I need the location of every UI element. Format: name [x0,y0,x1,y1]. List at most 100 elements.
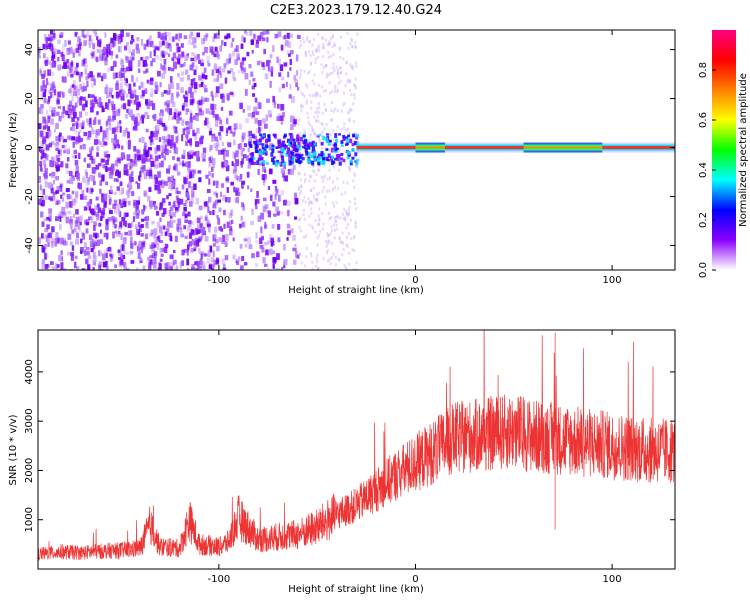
spectrogram-cell [263,48,267,55]
spectrogram-cell [115,80,119,85]
spectrogram-cell [190,57,195,62]
spectrogram-cell [62,109,66,114]
spectrogram-cell [278,58,282,66]
spectrogram-cell [263,48,267,55]
spectrogram-cell [173,112,177,120]
spectrogram-cell [216,74,219,82]
spectrogram-cell [242,204,245,211]
spectrogram-cell [69,100,73,107]
spectrogram-cell [149,244,154,250]
spectrogram-cell [283,144,287,147]
spectrogram-cell [206,188,211,194]
spectrogram-cell [86,201,89,207]
spectrogram-cell [75,266,80,270]
spectrogram-cell [101,193,104,200]
spectrogram-cell [233,187,237,192]
spectrogram-cell [342,91,345,95]
spectrogram-cell [322,222,325,226]
spectrogram-cell [314,219,317,223]
spectrogram-cell [299,136,303,142]
spectrogram-cell [80,71,83,76]
spectrogram-cell [212,204,217,209]
spectrogram-cell [188,122,191,128]
spectrogram-cell [50,35,54,41]
spectrogram-cell [237,144,241,150]
spectrogram-cell [105,265,109,270]
spectrogram-cell [221,40,224,46]
spectrogram-cell [254,97,258,103]
spectrogram-cell [69,46,73,54]
spectrogram-cell [201,227,206,234]
spectrogram-cell [290,160,294,164]
spectrogram-cell [316,260,319,264]
spectrogram-cell [83,40,87,47]
spectrogram-cell [91,127,94,135]
spectrogram-cell [237,256,241,262]
spectrogram-cell [309,200,312,204]
spectrogram-cell [139,94,144,99]
spectrogram-cell [130,56,133,62]
spectrogram-cell [164,263,169,269]
spectrogram-cell [122,261,127,267]
spectrogram-cell [90,106,94,113]
spectrogram-cell [270,69,274,77]
spectrogram-cell [247,185,250,190]
spectrogram-cell [117,209,121,216]
spectrogram-cell [182,128,186,136]
spectrogram-cell [50,62,55,68]
spectrogram-cell [122,237,127,244]
spectrogram-cell [297,157,301,161]
spectrogram-cell [103,151,107,158]
spectrogram-cell [255,263,259,268]
spectrogram-cell [277,237,281,243]
spectrogram-cell [335,147,339,150]
spectrogram-cell [133,99,137,105]
spectrogram-cell [332,129,335,133]
spectrogram-cell [57,200,61,205]
spectrogram-cell [41,260,44,264]
spectrogram-cell [118,93,122,98]
spectrogram-cell [354,207,357,211]
spectrogram-cell [179,227,183,233]
spectrogram-cell [330,54,333,58]
spectrogram-cell [168,201,171,206]
spectrogram-cell [350,65,353,69]
spectrogram-cell [42,53,46,59]
spectrogram-cell [344,216,347,220]
spectrogram-cell [348,251,351,255]
spectrogram-cell [262,178,266,183]
spectrogram-cell [325,108,328,112]
spectrogram-cell [248,160,252,163]
spectrogram-cell [262,30,266,35]
spectrogram-cell [76,117,80,121]
spectrogram-cell [175,126,178,134]
spectrogram-cell [246,105,251,111]
spectrogram-cell [74,66,78,73]
spectrogram-cell [60,136,64,141]
spectrogram-cell [213,33,217,39]
spectrogram-cell [224,77,228,84]
spectrogram-cell [199,137,204,145]
spectrogram-cell [215,145,219,152]
spectrogram-cell [95,234,98,239]
spectrogram-cell [70,71,75,76]
spectrogram-cell [159,258,163,262]
spectrogram-cell [287,168,291,175]
spectrogram-cell [145,56,149,60]
spectrogram-cell [149,100,154,107]
spectrogram-cell [59,216,62,222]
spectrogram-cell [313,73,316,77]
spectrogram-cell [47,118,51,123]
spectrogram-cell [137,196,141,201]
spectrogram-cell [274,162,278,167]
spectrogram-cell [240,160,243,168]
spectrogram-cell [118,231,121,235]
spectrogram-cell [338,236,341,240]
spectrogram-cell [172,249,176,254]
spectrogram-cell [103,203,107,208]
spectrogram-cell [139,257,143,261]
spectrogram-cell [158,154,161,159]
spectrogram-cell [354,150,357,154]
spectrogram-cell [341,241,344,245]
spectrogram-cell [126,41,129,46]
